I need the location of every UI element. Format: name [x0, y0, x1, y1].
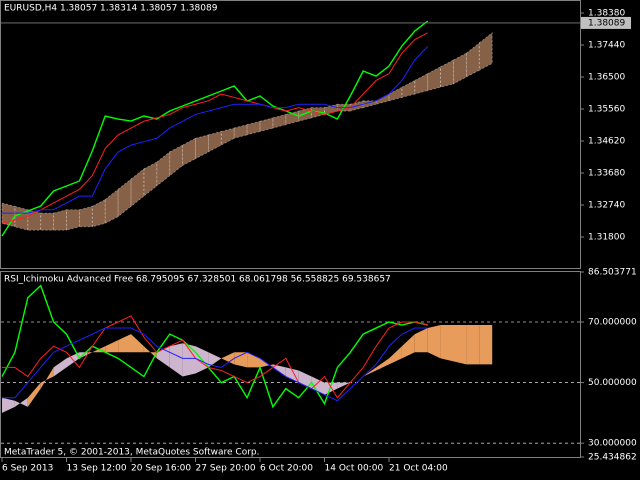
- cloud-segment: [105, 340, 119, 353]
- series-line: [1, 32, 428, 224]
- cloud-segment: [465, 42, 480, 78]
- symbol-header: EURUSD,H4 1.38057 1.38314 1.38057 1.3808…: [4, 4, 218, 14]
- x-tick-label: 21 Oct 04:00: [389, 464, 448, 474]
- cloud-segment: [208, 352, 222, 368]
- cloud-segment: [414, 328, 428, 353]
- x-tick-label: 14 Oct 00:00: [325, 464, 384, 474]
- cloud-segment: [117, 178, 132, 218]
- cloud-segment: [104, 188, 119, 225]
- series-line: [1, 20, 429, 237]
- cloud-segment: [272, 113, 287, 129]
- cloud-segment: [246, 120, 261, 136]
- cloud-segment: [2, 397, 15, 413]
- cloud-segment: [207, 130, 222, 153]
- cloud-segment: [40, 212, 54, 231]
- cloud-segment: [453, 52, 467, 85]
- cloud-segment: [79, 352, 93, 359]
- copyright: MetaTrader 5, © 2001-2013, MetaQuotes So…: [4, 448, 260, 458]
- cloud-segment: [440, 325, 454, 362]
- y-tick-label: 1.35560: [588, 105, 625, 115]
- cloud-segment: [53, 358, 67, 377]
- y-tick-label: 1.38380: [588, 9, 625, 19]
- x-tick-label: 13 Sep 12:00: [67, 464, 127, 474]
- cloud-segment: [79, 205, 93, 228]
- indicator-pane: [0, 271, 581, 458]
- cloud-segment: [414, 72, 429, 95]
- y-tick-label: 1.33680: [588, 168, 625, 178]
- cloud-segment: [221, 352, 235, 365]
- last-price-label: 1.38089: [588, 18, 625, 28]
- cloud-segment: [143, 346, 157, 359]
- cloud-segment: [130, 168, 145, 208]
- cloud-segment: [363, 367, 377, 377]
- cloud-segment: [53, 209, 67, 231]
- y-tick-label: 86.503771: [588, 268, 637, 278]
- x-tick-label: 6 Oct 20:00: [260, 464, 313, 474]
- cloud-segment: [182, 343, 196, 377]
- cloud-segment: [324, 382, 338, 395]
- y-tick-label: 25.434862: [588, 453, 637, 463]
- cloud-segment: [234, 352, 248, 368]
- cloud-segment: [66, 209, 80, 231]
- cloud-segment: [259, 117, 274, 132]
- cloud-segment: [182, 137, 196, 167]
- cloud-segment: [479, 325, 493, 365]
- y-tick-label: 50.000000: [588, 378, 637, 388]
- cloud-segment: [337, 382, 351, 389]
- last-price-box: [581, 16, 631, 29]
- cloud-segment: [169, 343, 183, 377]
- cloud-segment: [389, 346, 402, 365]
- cloud-segment: [91, 198, 106, 228]
- x-tick-label: 20 Sep 16:00: [131, 464, 191, 474]
- series-line: [2, 327, 428, 402]
- cloud-segment: [272, 364, 286, 377]
- cloud-segment: [156, 346, 170, 368]
- y-tick-label: 1.37440: [588, 41, 625, 51]
- y-tick-label: 70.000000: [588, 317, 637, 327]
- cloud-segment: [131, 334, 144, 353]
- cloud-segment: [466, 325, 480, 365]
- cloud-segment: [40, 367, 54, 389]
- series-line: [2, 46, 429, 214]
- cloud-segment: [453, 325, 467, 365]
- cloud-segment: [195, 134, 209, 160]
- cloud-segment: [478, 31, 493, 71]
- series-line: [1, 284, 428, 409]
- x-tick-label: 27 Sep 20:00: [196, 464, 256, 474]
- cloud-segment: [401, 334, 415, 359]
- cloud-segment: [220, 127, 235, 146]
- cloud-segment: [247, 352, 260, 368]
- cloud-segment: [118, 334, 131, 353]
- cloud-segment: [27, 382, 41, 407]
- y-tick-label: 1.36500: [588, 73, 625, 83]
- cloud-segment: [233, 124, 248, 139]
- main-pane: [0, 0, 581, 269]
- cloud-segment: [376, 358, 389, 371]
- x-tick-label: 6 Sep 2013: [2, 464, 53, 474]
- cloud-segment: [298, 107, 313, 122]
- y-tick-label: 1.31800: [588, 232, 625, 242]
- cloud-segment: [427, 66, 442, 92]
- cloud-segment: [427, 325, 441, 359]
- cloud-segment: [285, 367, 299, 383]
- y-tick-label: 30.000000: [588, 439, 637, 449]
- indicator-header: RSI_Ichimoku Advanced Free 68.795095 67.…: [4, 275, 391, 285]
- cloud-segment: [440, 59, 454, 88]
- cloud-segment: [169, 144, 184, 177]
- cloud-segment: [14, 397, 28, 407]
- y-tick-label: 1.32740: [588, 200, 625, 210]
- y-tick-label: 1.34620: [588, 137, 625, 147]
- cloud-segment: [143, 161, 158, 197]
- series-line: [2, 315, 428, 399]
